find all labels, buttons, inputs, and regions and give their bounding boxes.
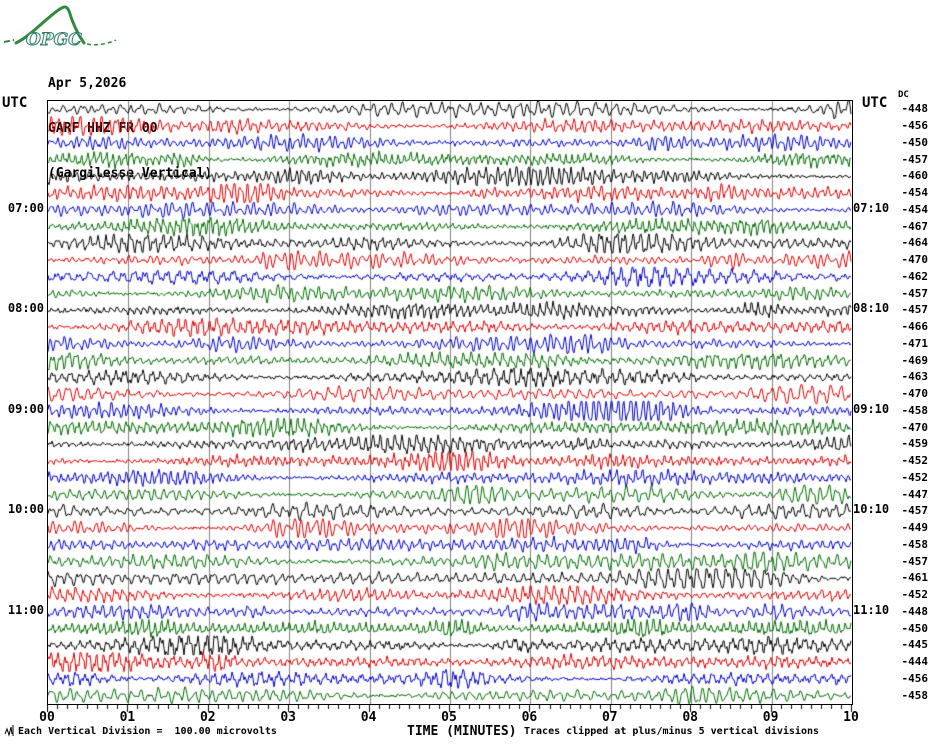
logo-text: OPGC (26, 30, 82, 50)
dc-offset-value: -467 (901, 219, 929, 233)
dc-offset-value: -470 (901, 387, 929, 401)
dc-offset-value: -470 (901, 420, 929, 434)
dc-offset-value: -458 (901, 537, 929, 551)
dc-offset-value: -460 (901, 169, 929, 183)
dc-offset-value: -471 (901, 336, 929, 350)
logo-dash-right (86, 39, 117, 46)
row-start-time-label: 10:00 (7, 502, 44, 517)
footer-scale-text: Each Vertical Division = 100.00 microvol… (18, 726, 277, 737)
utc-label-left: UTC (2, 95, 28, 111)
dc-offset-value: -458 (901, 688, 929, 702)
dc-offset-value: -452 (901, 454, 929, 468)
dc-offset-value: -464 (901, 236, 929, 250)
row-start-time-label: 07:00 (7, 200, 44, 215)
dc-offset-value: -461 (901, 571, 929, 585)
dc-offset-value: -457 (901, 286, 929, 300)
dc-offset-value: -456 (901, 119, 929, 133)
dc-offset-value: -450 (901, 621, 929, 635)
row-start-time-label: 11:00 (7, 602, 44, 617)
dc-offset-value: -462 (901, 269, 929, 283)
row-start-time-label: 09:00 (7, 401, 44, 416)
dc-offset-value: -448 (901, 604, 929, 618)
dc-offset-value: -449 (901, 521, 929, 535)
logo-mountain-curve (14, 5, 86, 45)
dc-offset-value: -450 (901, 135, 929, 149)
x-axis-title: TIME (MINUTES) (407, 724, 517, 739)
seismogram-traces-canvas (48, 101, 852, 704)
x-axis-ticks-canvas (47, 704, 853, 715)
dc-offset-value: -444 (901, 655, 929, 669)
dc-offset-value: -459 (901, 437, 929, 451)
row-end-time-label: 09:10 (853, 401, 890, 416)
seismogram-plot-area (47, 100, 853, 705)
header-date: Apr 5,2026 (48, 76, 127, 91)
logo-dash-left (3, 39, 15, 43)
dc-offset-value: -469 (901, 353, 929, 367)
dc-offset-value: -458 (901, 403, 929, 417)
footer-clip-text: Traces clipped at plus/minus 5 vertical … (524, 726, 820, 737)
dc-offset-value: -463 (901, 370, 929, 384)
dc-offset-value: -454 (901, 202, 929, 216)
dc-offset-value: -457 (901, 554, 929, 568)
row-end-time-label: 10:10 (853, 502, 890, 517)
row-start-time-label: 08:00 (7, 301, 44, 316)
dc-offset-value: -466 (901, 320, 929, 334)
dc-offset-value: -457 (901, 303, 929, 317)
dc-offset-value: -454 (901, 186, 929, 200)
opgc-logo: OPGC (3, 5, 117, 51)
dc-offset-value: -452 (901, 588, 929, 602)
dc-offset-value: -456 (901, 671, 929, 685)
row-end-time-label: 08:10 (853, 301, 890, 316)
dc-column-label: DC (898, 90, 909, 100)
dc-offset-value: -445 (901, 638, 929, 652)
dc-offset-value: -452 (901, 470, 929, 484)
dc-offset-value: -457 (901, 152, 929, 166)
dc-offset-value: -470 (901, 253, 929, 267)
dc-offset-value: -447 (901, 487, 929, 501)
scale-marker-icon (4, 725, 14, 737)
row-end-time-label: 11:10 (853, 602, 890, 617)
dc-offset-value: -448 (901, 102, 929, 116)
dc-offset-value: -457 (901, 504, 929, 518)
utc-label-right: UTC (862, 95, 888, 111)
row-end-time-label: 07:10 (853, 200, 890, 215)
